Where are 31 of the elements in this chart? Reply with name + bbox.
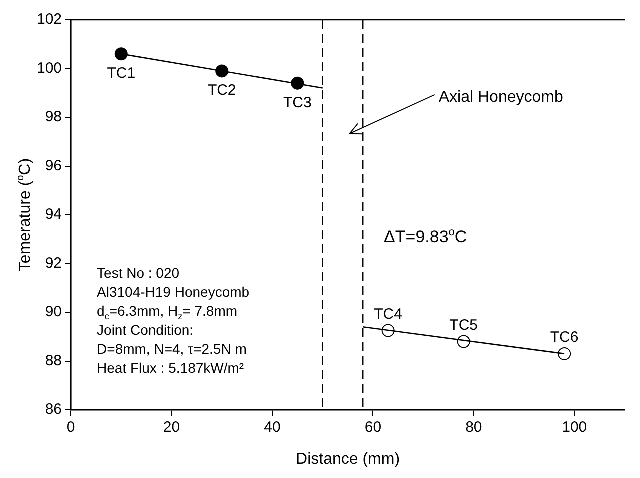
annotation: TC1 xyxy=(107,65,136,82)
x-tick-label: 80 xyxy=(466,419,482,436)
x-tick-label: 100 xyxy=(562,419,588,436)
y-tick-label: 94 xyxy=(45,206,62,224)
y-tick-label: 92 xyxy=(45,254,62,272)
y-tick-label: 88 xyxy=(45,352,62,370)
y-tick-label: 98 xyxy=(45,108,62,126)
annotation: TC5 xyxy=(450,316,478,334)
annotation: Axial Honeycomb xyxy=(438,88,564,106)
y-tick-label: 86 xyxy=(45,401,62,418)
x-tick-label: 60 xyxy=(364,419,382,436)
point xyxy=(114,48,128,61)
annotation: Al3104-H19 Honeycomb xyxy=(97,284,250,300)
annotation: TC3 xyxy=(283,94,312,112)
x-axis-title: Distance (mm) xyxy=(296,451,400,468)
x-tick-label: 40 xyxy=(264,419,281,436)
point xyxy=(558,347,572,360)
x-tick-label: 20 xyxy=(163,419,180,436)
annotation: Test No : 020 xyxy=(97,265,180,281)
annotation: TC4 xyxy=(374,306,402,323)
x-tick-label: 0 xyxy=(66,419,76,436)
annotation: Heat Flux : 5.187kW/m² xyxy=(97,360,244,376)
annotation: TC2 xyxy=(208,82,236,100)
y-tick-label: 102 xyxy=(36,11,62,28)
annotation: TC6 xyxy=(550,328,579,346)
y-tick-label: 90 xyxy=(45,304,62,321)
y-tick-label: 96 xyxy=(45,157,62,174)
annotation: Joint Condition: xyxy=(97,322,194,338)
y-axis-title: Temerature (oC) xyxy=(16,158,34,272)
annotation: D=8mm, N=4, τ=2.5N m xyxy=(97,341,247,357)
y-tick-label: 100 xyxy=(36,60,62,77)
